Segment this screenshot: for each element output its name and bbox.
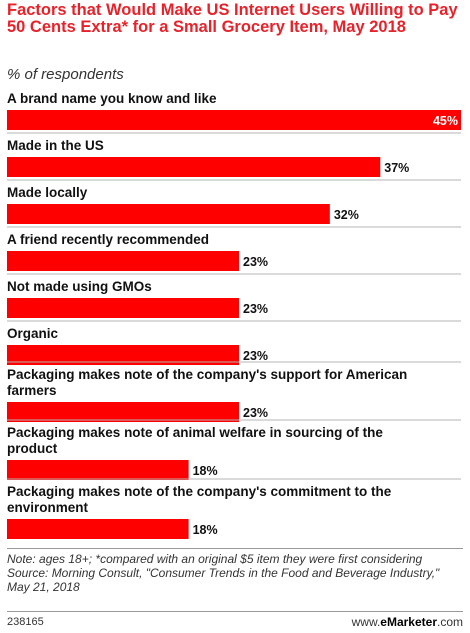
value-label: 37% <box>384 161 409 175</box>
footnote: Note: ages 18+; *compared with an origin… <box>7 552 463 594</box>
source-text: Source: Morning Consult, "Consumer Trend… <box>7 566 440 594</box>
category-label: Packaging makes note of the company's su… <box>7 367 407 398</box>
value-label: 32% <box>334 208 359 222</box>
value-label: 18% <box>193 464 218 478</box>
value-label: 23% <box>243 349 268 363</box>
value-label: 45% <box>433 114 458 128</box>
category-label: A brand name you know and like <box>7 91 217 106</box>
brand-logo[interactable]: www.eMarketer.com <box>352 615 463 629</box>
bar <box>7 402 240 422</box>
brand-prefix: www. <box>351 615 381 629</box>
value-label: 18% <box>193 523 218 537</box>
bar <box>7 157 381 177</box>
value-label: 23% <box>243 406 268 420</box>
bar <box>7 345 240 365</box>
category-label: Organic <box>7 326 59 341</box>
bar <box>7 460 189 480</box>
value-label: 23% <box>243 255 268 269</box>
category-label: Not made using GMOs <box>7 279 152 294</box>
footer-divider <box>7 548 463 549</box>
brand-suffix: .com <box>436 615 463 629</box>
category-label: Made in the US <box>7 138 104 153</box>
chart-id: 238165 <box>7 616 44 628</box>
category-label: Packaging makes note of the company's co… <box>7 484 392 515</box>
category-label: Packaging makes note of animal welfare i… <box>7 425 383 456</box>
bar <box>7 204 330 224</box>
bar <box>7 110 461 130</box>
category-label: A friend recently recommended <box>7 232 209 247</box>
bar-chart: A brand name you know and like 45% Made in… <box>7 91 461 539</box>
bar <box>7 251 240 271</box>
value-label: 23% <box>243 302 268 316</box>
category-label: Made locally <box>7 185 88 200</box>
bar <box>7 298 240 318</box>
brand-name: eMarketer <box>380 615 437 629</box>
chart-title: Factors that Would Make US Internet User… <box>7 1 458 36</box>
bar <box>7 519 189 539</box>
note-text: Note: ages 18+; *compared with an origin… <box>7 552 423 566</box>
chart-subtitle: % of respondents <box>7 66 124 83</box>
footer-divider-bottom <box>7 611 463 612</box>
